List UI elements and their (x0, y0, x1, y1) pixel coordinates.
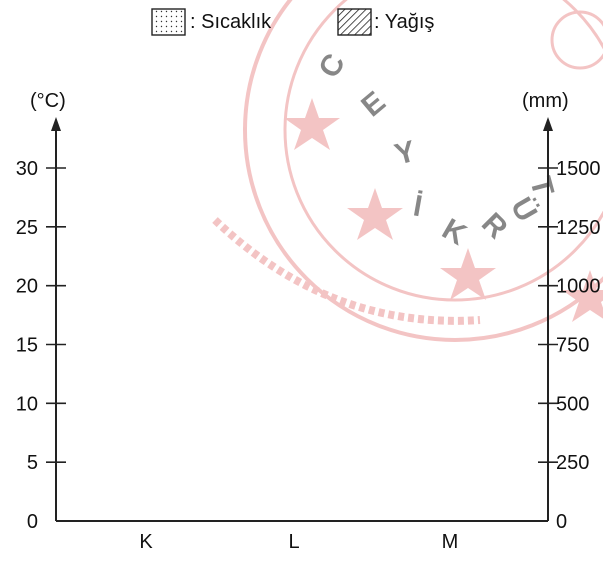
right-tick-label: 1250 (556, 217, 601, 239)
right-tick-label: 1000 (556, 276, 601, 298)
legend: : Sıcaklık : Yağış (151, 8, 434, 36)
right-tick-label: 250 (556, 452, 589, 474)
legend-swatch-precipitation (337, 8, 372, 36)
right-tick-label: 500 (556, 393, 589, 415)
right-tick-label: 0 (556, 511, 567, 533)
svg-text:İ: İ (411, 189, 425, 223)
left-tick-label: 20 (16, 276, 38, 298)
left-tick-label: 0 (27, 511, 38, 533)
svg-text:C: C (312, 48, 351, 83)
legend-label-precipitation: : Yağış (374, 11, 434, 33)
watermark-text: C E Y İ K R Ü T (312, 48, 559, 252)
left-axis-title: (°C) (30, 90, 66, 112)
x-tick-label: L (288, 531, 299, 553)
crescent-icon (550, 10, 603, 70)
legend-swatch-temperature (151, 8, 186, 36)
left-axis-arrow (51, 117, 61, 131)
x-tick-label: K (139, 531, 153, 553)
axes: (°C) (mm) (30, 90, 569, 522)
right-axis-title: (mm) (522, 90, 569, 112)
svg-text:E: E (355, 85, 392, 123)
svg-text:K: K (437, 212, 473, 252)
left-ticks: 0 5 10 15 20 25 30 (16, 158, 66, 533)
left-tick-label: 15 (16, 335, 38, 357)
right-tick-label: 750 (556, 335, 589, 357)
legend-label-temperature: : Sıcaklık (190, 11, 272, 33)
right-ticks: 0 250 500 750 1000 1250 1500 (538, 158, 601, 533)
right-tick-label: 1500 (556, 158, 601, 180)
right-axis-arrow (543, 117, 553, 131)
svg-text:T: T (523, 173, 560, 199)
svg-text:Y: Y (391, 135, 419, 172)
left-tick-label: 25 (16, 217, 38, 239)
left-tick-label: 10 (16, 393, 38, 415)
watermark-seal: C E Y İ K R Ü T (212, 0, 603, 342)
x-tick-label: M (442, 531, 459, 553)
left-tick-label: 30 (16, 158, 38, 180)
left-tick-label: 5 (27, 452, 38, 474)
x-ticks: K L M (139, 531, 458, 553)
